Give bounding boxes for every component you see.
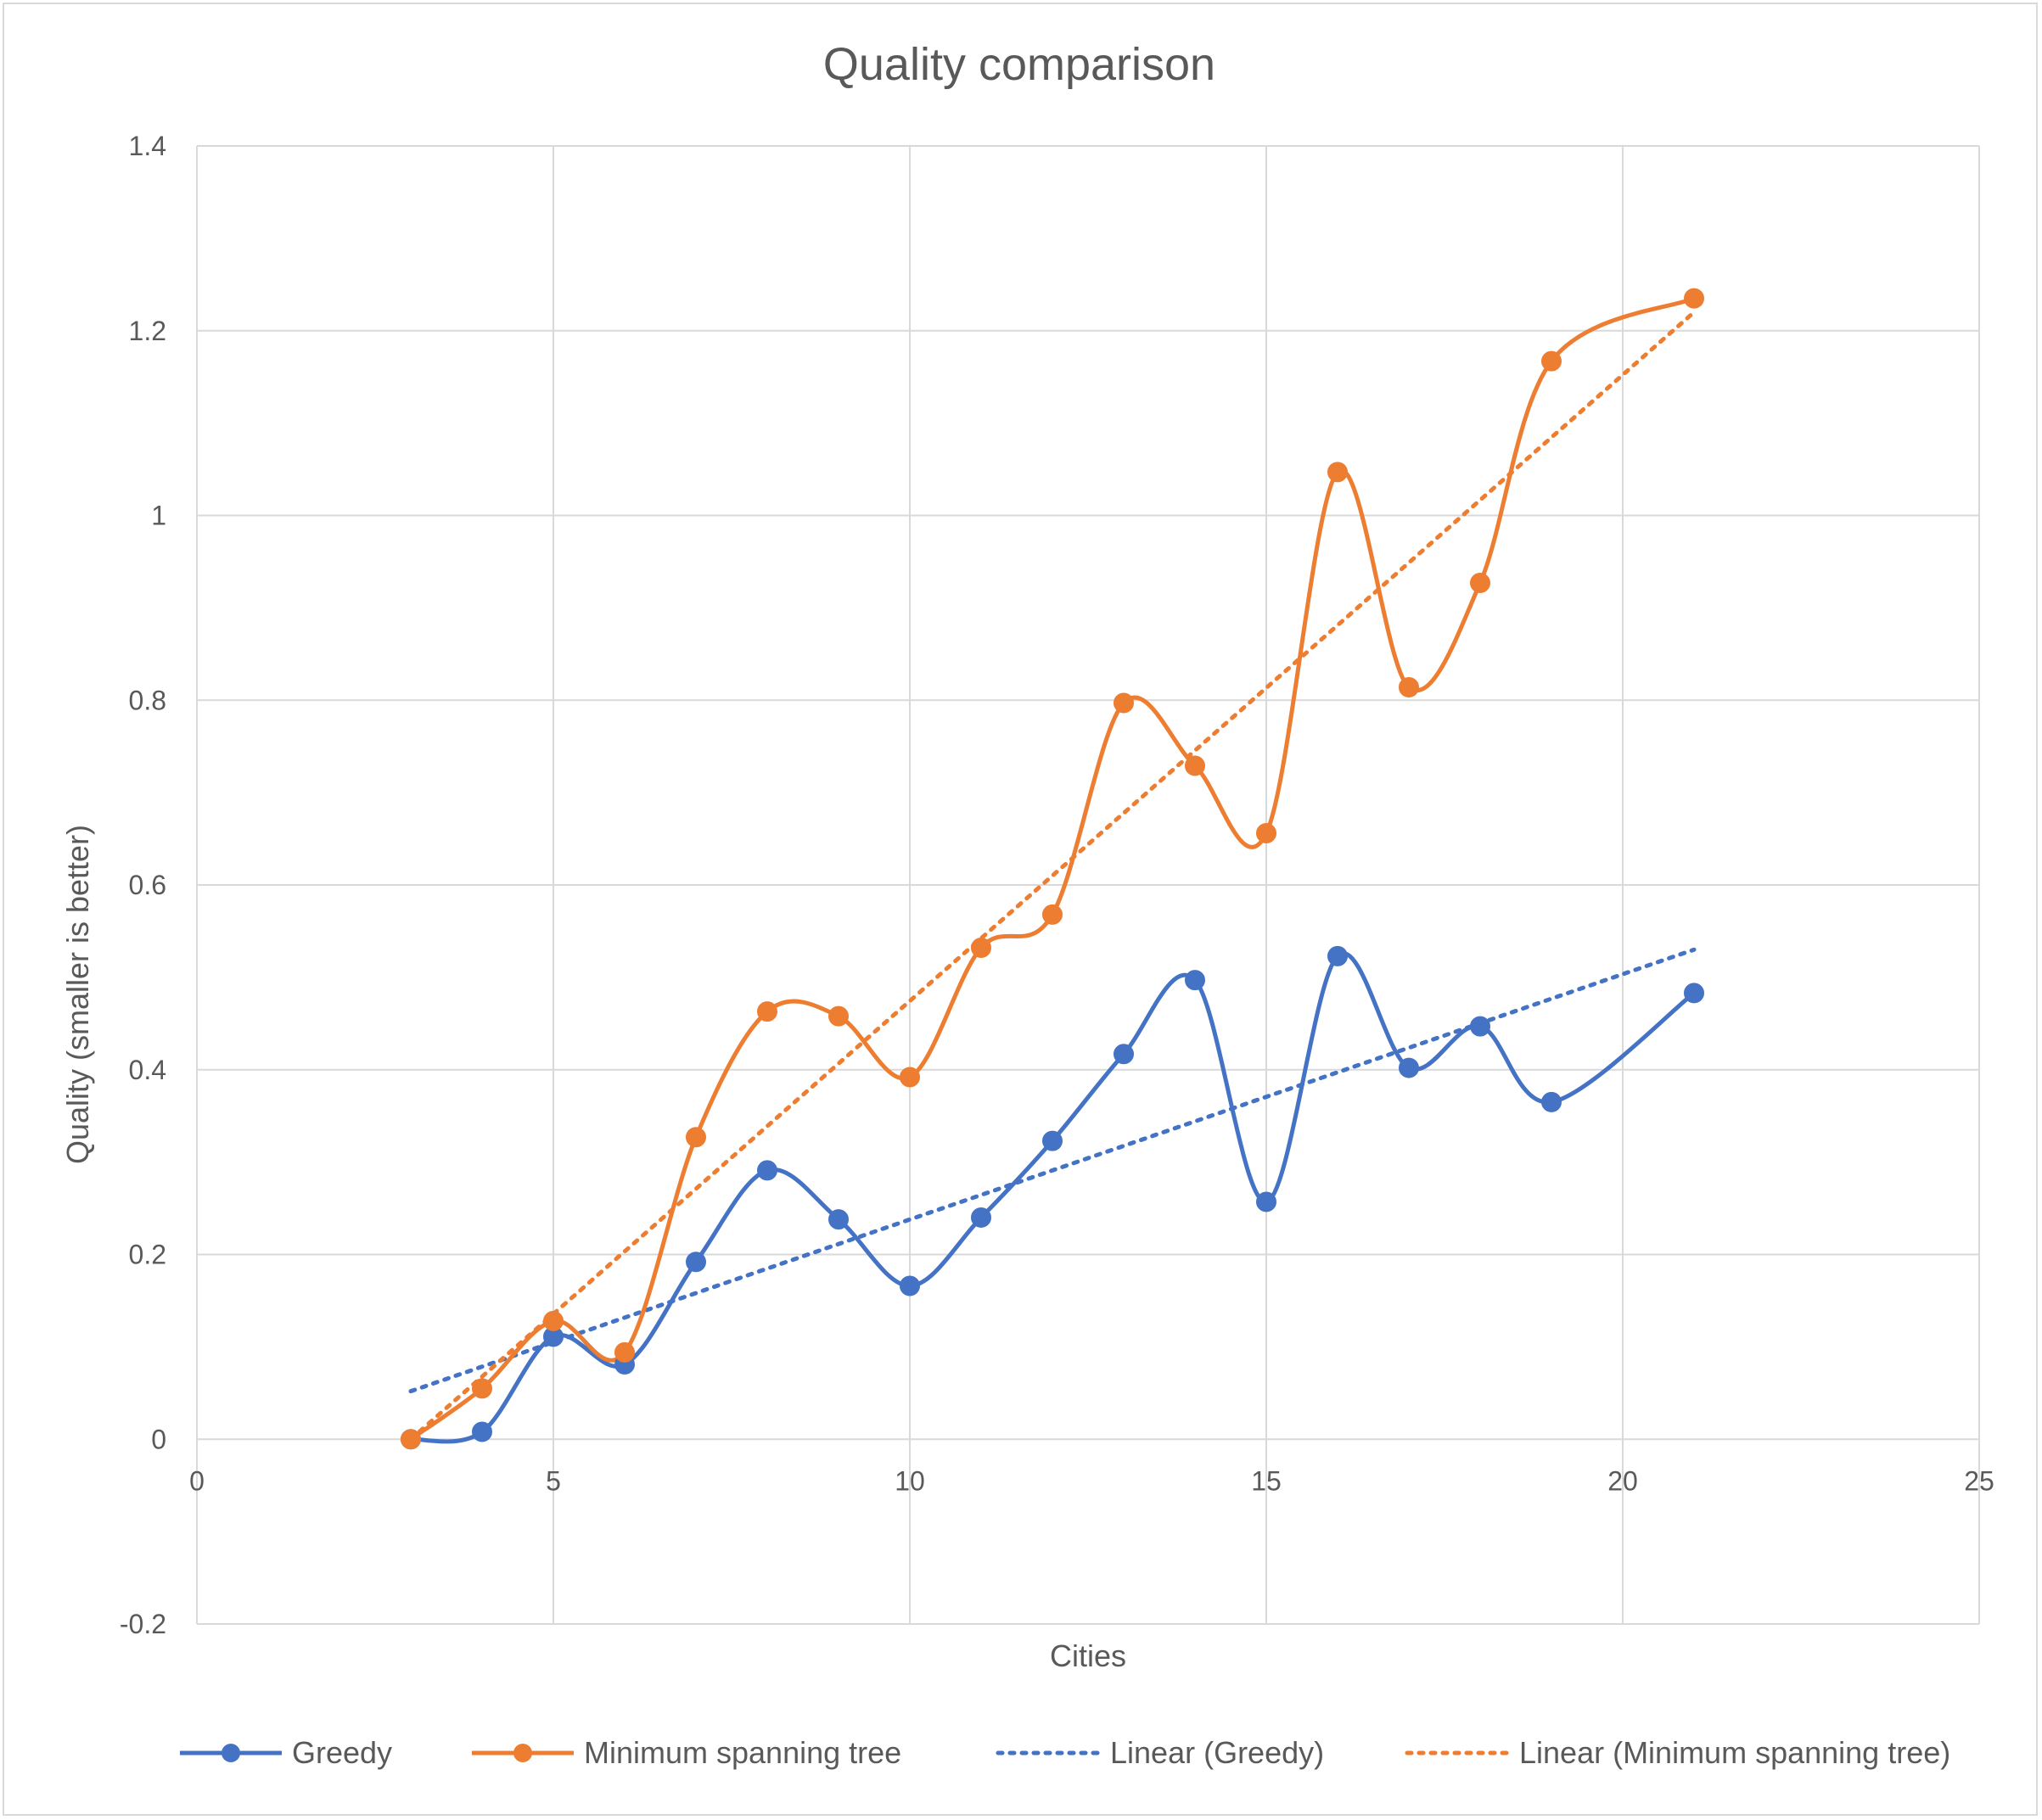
data-point-1-9 — [1042, 904, 1063, 925]
legend-label-3: Linear (Minimum spanning tree) — [1519, 1735, 1950, 1770]
legend-marker-0 — [222, 1744, 240, 1762]
series-line-0 — [408, 951, 1697, 1444]
trendline-2 — [408, 947, 1697, 1394]
y-tick-label: 1 — [151, 501, 166, 531]
legend: Greedy Minimum spanning tree Linear (Greed… — [180, 1735, 1950, 1770]
legend-label-2: Linear (Greedy) — [1110, 1735, 1324, 1770]
data-markers — [401, 288, 1704, 1450]
data-point-1-0 — [401, 1429, 421, 1450]
x-axis-title: Cities — [1050, 1638, 1126, 1673]
data-point-0-15 — [1470, 1016, 1490, 1037]
data-point-1-6 — [828, 1005, 849, 1027]
data-point-1-10 — [1114, 692, 1134, 714]
data-point-1-13 — [1327, 462, 1348, 483]
y-tick-label: 0.6 — [129, 870, 166, 900]
data-point-0-5 — [757, 1160, 777, 1181]
data-point-0-17 — [1684, 983, 1704, 1004]
series-line-1 — [408, 296, 1697, 1442]
data-point-0-10 — [1114, 1044, 1134, 1065]
data-point-0-7 — [900, 1275, 920, 1296]
data-point-0-14 — [1399, 1057, 1419, 1078]
data-point-1-3 — [614, 1341, 635, 1363]
data-point-1-7 — [900, 1067, 920, 1088]
tick-labels: 0 5 10 15 20 25 -0.2 0 0.2 0.4 0.6 0.8 1 1.2 1.4 — [120, 131, 1994, 1639]
legend-label-0: Greedy — [292, 1735, 392, 1770]
data-point-1-15 — [1470, 572, 1490, 593]
trendlines — [408, 310, 1697, 1442]
x-tick-label: 10 — [895, 1465, 925, 1496]
gridlines — [196, 145, 1980, 1625]
x-tick-label: 20 — [1607, 1465, 1638, 1496]
chart-title: Quality comparison — [823, 39, 1215, 90]
data-point-0-13 — [1327, 945, 1348, 966]
y-tick-label: 0.2 — [129, 1240, 166, 1270]
x-tick-label: 25 — [1964, 1465, 1994, 1496]
y-tick-label: 1.2 — [129, 316, 166, 346]
trendline-3 — [408, 310, 1697, 1442]
data-point-1-16 — [1541, 350, 1562, 372]
data-point-1-2 — [543, 1310, 564, 1331]
x-tick-label: 15 — [1251, 1465, 1282, 1496]
data-point-1-17 — [1684, 288, 1704, 309]
data-point-1-8 — [971, 938, 991, 959]
data-point-0-6 — [828, 1209, 849, 1230]
data-point-0-8 — [971, 1207, 991, 1228]
data-point-0-12 — [1256, 1191, 1276, 1212]
legend-marker-1 — [513, 1744, 532, 1762]
data-point-0-11 — [1185, 970, 1205, 991]
y-tick-label: 1.4 — [129, 131, 166, 161]
data-point-1-1 — [472, 1378, 492, 1399]
data-point-1-5 — [757, 1001, 777, 1022]
series-lines — [408, 296, 1697, 1444]
data-point-0-1 — [472, 1421, 492, 1442]
x-tick-label: 0 — [189, 1465, 205, 1496]
y-tick-label: -0.2 — [120, 1609, 166, 1639]
x-tick-label: 5 — [546, 1465, 561, 1496]
legend-label-1: Minimum spanning tree — [584, 1735, 901, 1770]
y-axis-title: Quality (smaller is better) — [60, 825, 95, 1164]
y-tick-label: 0 — [151, 1424, 166, 1454]
data-point-0-4 — [686, 1252, 706, 1273]
data-point-1-12 — [1256, 823, 1276, 844]
data-point-1-14 — [1399, 677, 1419, 698]
data-point-0-16 — [1541, 1091, 1562, 1112]
data-point-1-4 — [686, 1127, 706, 1148]
data-point-0-9 — [1042, 1130, 1063, 1151]
y-tick-label: 0.4 — [129, 1055, 166, 1085]
data-point-1-11 — [1185, 755, 1205, 776]
y-tick-label: 0.8 — [129, 685, 166, 715]
